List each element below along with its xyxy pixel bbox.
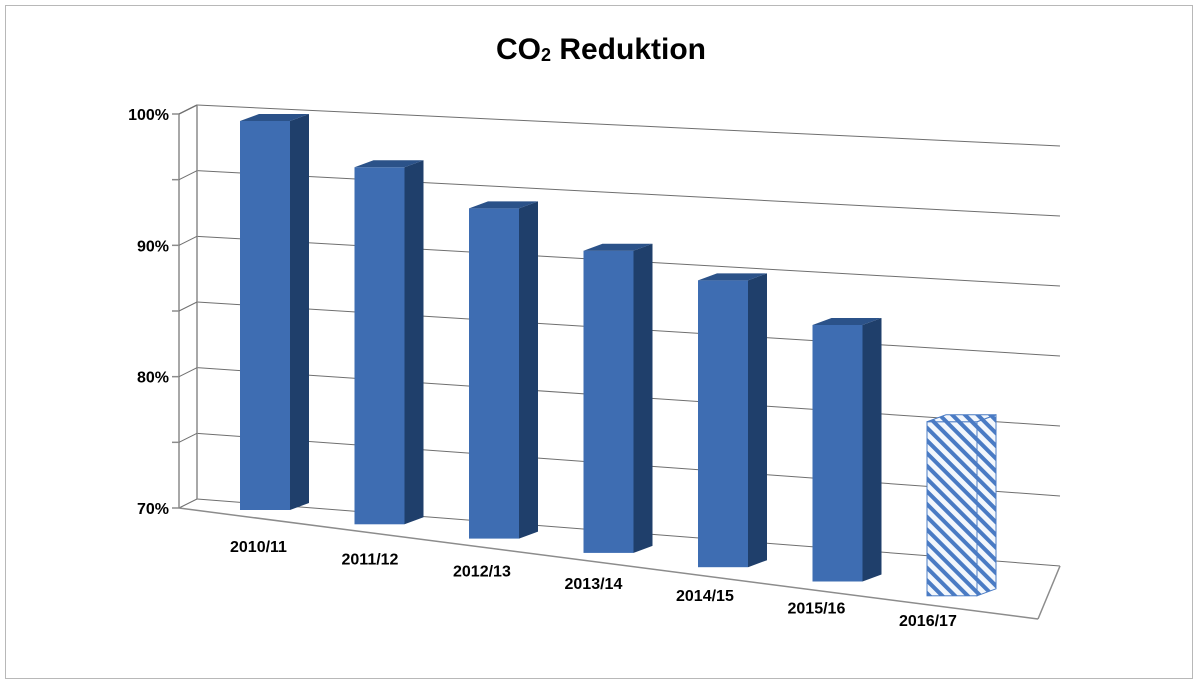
- y-tick-label: 70%: [137, 501, 169, 518]
- bar-top: [354, 160, 424, 168]
- chart-title-co: CO: [496, 33, 541, 66]
- y-tick-labels: 70% 80% 90% 100%: [128, 107, 169, 518]
- bar-top: [812, 318, 882, 325]
- bar-2014/15: [698, 273, 767, 568]
- x-tick-label: 2015/16: [788, 601, 846, 618]
- bar-top: [469, 201, 538, 209]
- bar-2010/11: [240, 114, 309, 510]
- bar-2015/16: [812, 318, 882, 582]
- bar-layer: [240, 114, 997, 597]
- floor-front-edge: [178, 507, 1039, 620]
- chart-frame: CO2 Reduktion 70% 80% 90% 100% 2010/11 2011/…: [5, 5, 1193, 679]
- chart-svg: CO2 Reduktion 70% 80% 90% 100% 2010/11 2011/…: [128, 33, 1061, 630]
- bar-top: [240, 114, 309, 121]
- chart-title-subscript: 2: [541, 45, 551, 65]
- side-gridline: [178, 367, 198, 378]
- bar-front: [812, 325, 863, 582]
- bar-front: [583, 250, 634, 553]
- bar-side: [519, 201, 538, 539]
- bar-top: [926, 414, 997, 423]
- x-tick-label: 2010/11: [230, 539, 287, 556]
- side-gridline: [178, 301, 198, 312]
- side-gridline: [178, 498, 198, 509]
- bar-front: [698, 280, 748, 568]
- floor-right-edge: [1037, 565, 1061, 620]
- bar-side: [290, 114, 309, 510]
- y-tick-label: 90%: [137, 238, 169, 255]
- side-gridline: [178, 235, 198, 246]
- bar-side: [633, 243, 653, 553]
- bar-side: [748, 273, 767, 568]
- axis-layer: [172, 104, 1061, 620]
- bar-front: [469, 208, 519, 539]
- y-tick-label: 100%: [128, 107, 169, 124]
- bar-side: [404, 160, 424, 525]
- bar-2012/13: [469, 201, 538, 539]
- x-tick-label: 2016/17: [899, 613, 957, 630]
- bar-side: [976, 414, 997, 597]
- y-tick-label: 80%: [137, 370, 169, 387]
- bar-2013/14: [583, 243, 653, 553]
- x-tick-labels: 2010/11 2011/12 2012/13 2013/14 2014/15 2015/…: [230, 539, 957, 630]
- bar-2016/17: [926, 414, 997, 597]
- side-gridline: [178, 104, 198, 115]
- bar-top: [698, 273, 767, 281]
- bar-side: [862, 318, 882, 582]
- bar-2011/12: [354, 160, 424, 525]
- side-gridline: [178, 170, 198, 181]
- gridline: [196, 104, 1061, 147]
- chart-title: CO2 Reduktion: [496, 33, 706, 66]
- gridline: [196, 170, 1061, 217]
- chart-title-rest: Reduktion: [551, 33, 706, 66]
- side-gridline: [178, 432, 198, 443]
- x-tick-label: 2014/15: [676, 588, 734, 605]
- bar-front: [240, 121, 290, 510]
- x-tick-label: 2011/12: [342, 551, 399, 568]
- bar-front: [926, 421, 978, 597]
- bar-front: [354, 167, 405, 525]
- x-tick-label: 2012/13: [453, 564, 511, 581]
- bar-top: [583, 243, 653, 251]
- x-tick-label: 2013/14: [565, 576, 623, 593]
